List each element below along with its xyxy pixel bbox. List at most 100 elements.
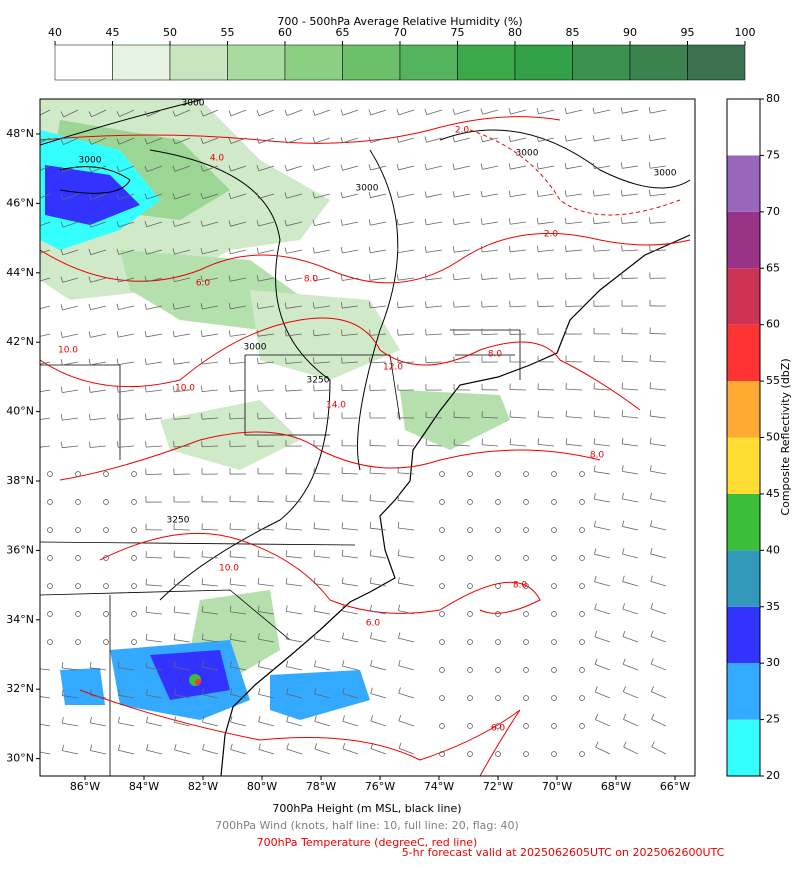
wind-barb — [594, 472, 610, 474]
wind-barb-feather — [89, 359, 90, 365]
wind-barb-feather — [509, 163, 510, 169]
wind-barb — [398, 306, 414, 308]
calm-wind — [580, 612, 585, 617]
wind-barb-feather — [595, 604, 597, 610]
calm-wind — [440, 612, 445, 617]
calm-wind — [580, 724, 585, 729]
lon-tick-label: 70°W — [542, 780, 572, 793]
wind-barb — [342, 583, 358, 586]
wind-barb-feather — [342, 633, 343, 639]
wind-barb-feather — [623, 659, 625, 665]
wind-barb-feather — [314, 605, 315, 611]
wind-barb-feather — [117, 331, 118, 337]
wind-barb — [118, 334, 134, 337]
wind-barb-feather — [399, 715, 401, 721]
wind-barb-feather — [481, 246, 482, 252]
wind-barb — [623, 692, 638, 698]
wind-barb-feather — [369, 247, 370, 253]
wind-barb — [650, 526, 666, 530]
lat-tick-label: 48°N — [6, 127, 34, 140]
wind-barb-feather — [398, 522, 399, 528]
wind-barb-feather — [621, 162, 622, 168]
wind-barb — [202, 390, 218, 392]
calm-wind — [76, 556, 81, 561]
lon-tick-label: 72°W — [483, 780, 513, 793]
wind-barb — [510, 306, 526, 307]
wind-barb — [287, 110, 302, 116]
calm-wind — [104, 500, 109, 505]
wind-barb — [258, 556, 274, 558]
wind-barb-feather — [426, 302, 427, 308]
calm-wind — [552, 472, 557, 477]
calm-wind — [552, 724, 557, 729]
wind-barb-feather — [259, 716, 261, 722]
wind-barb-feather — [145, 386, 146, 392]
rh-colorbar-segment — [573, 45, 631, 80]
wind-barb-feather — [90, 662, 91, 668]
wind-barb-feather — [537, 246, 538, 252]
wind-barb — [286, 666, 302, 670]
wind-barb — [652, 719, 666, 726]
wind-barb-feather — [286, 661, 287, 667]
contour-label: 3000 — [182, 99, 205, 109]
wind-barb-feather — [342, 550, 343, 556]
calm-wind — [580, 640, 585, 645]
wind-barb — [146, 418, 162, 420]
calm-wind — [496, 696, 501, 701]
wind-barb-feather — [369, 274, 370, 280]
calm-wind — [496, 584, 501, 589]
wind-barb — [230, 390, 246, 391]
wind-barb — [399, 666, 414, 670]
calm-wind — [440, 724, 445, 729]
wind-barb — [650, 389, 666, 390]
lon-tick-label: 80°W — [247, 780, 277, 793]
wind-barb — [342, 501, 358, 502]
wind-barb-feather — [33, 222, 35, 228]
wind-barb-feather — [622, 493, 623, 499]
contour-label: 10.0 — [175, 384, 195, 394]
wind-barb — [202, 584, 218, 586]
calm-wind — [132, 500, 137, 505]
rh-colorbar-segment — [630, 45, 688, 80]
wind-barb — [566, 306, 582, 307]
wind-barb — [510, 166, 526, 169]
wind-barb — [650, 110, 666, 113]
wind-barb-feather — [649, 107, 650, 113]
wind-barb-feather — [286, 578, 287, 584]
wind-barb-feather — [314, 523, 315, 529]
wind-barb — [482, 222, 498, 224]
calm-wind — [104, 584, 109, 589]
wind-barb-feather — [89, 304, 90, 310]
dbz-colorbar-segment — [727, 212, 760, 268]
wind-barb — [594, 110, 610, 114]
wind-barb-feather — [34, 745, 35, 751]
rh-colorbar-tick-label: 40 — [48, 26, 62, 39]
calm-wind — [132, 472, 137, 477]
wind-barb-feather — [33, 112, 36, 117]
wind-barb — [286, 250, 302, 253]
wind-barb — [538, 222, 554, 224]
wind-barb-feather — [537, 218, 538, 224]
wind-barb-feather — [61, 332, 62, 338]
wind-barb-feather — [650, 465, 651, 471]
calm-wind — [104, 640, 109, 645]
wind-barb-feather — [201, 386, 202, 392]
calm-wind — [552, 668, 557, 673]
wind-barb — [314, 473, 330, 474]
wind-barb-feather — [510, 273, 511, 279]
wind-barb — [175, 750, 190, 754]
lat-tick-label: 42°N — [6, 335, 34, 348]
wind-barb-feather — [229, 330, 230, 336]
lon-tick-label: 86°W — [70, 780, 100, 793]
wind-barb — [482, 306, 498, 307]
wind-barb — [231, 750, 246, 754]
wind-barb — [174, 362, 190, 364]
footer-valid: 5-hr forecast valid at 2025062605UTC on … — [402, 846, 725, 859]
wind-barb-feather — [342, 660, 343, 666]
calm-wind — [440, 640, 445, 645]
wind-barb-feather — [397, 219, 398, 225]
wind-barb-feather — [595, 631, 597, 637]
wind-barb-feather — [230, 385, 231, 391]
wind-barb-feather — [286, 358, 287, 364]
contour-label: 14.0 — [326, 401, 346, 411]
